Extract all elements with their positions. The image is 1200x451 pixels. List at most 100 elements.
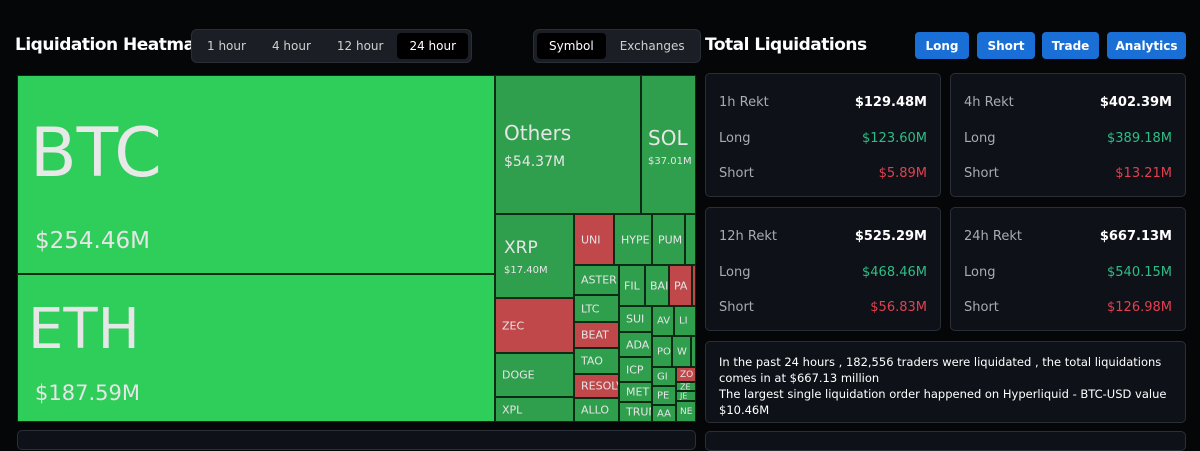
tile-label: ZO bbox=[680, 369, 694, 380]
tile-label: ZEC bbox=[502, 319, 525, 332]
long-button[interactable]: Long bbox=[915, 32, 969, 59]
tile-label: ETH bbox=[28, 297, 140, 362]
tile-label: ALLO bbox=[581, 403, 610, 417]
tile-label: GI bbox=[657, 371, 668, 382]
tile-extra[interactable] bbox=[692, 265, 696, 306]
card-label: 4h Rekt bbox=[964, 95, 1014, 110]
tile-met[interactable]: MET bbox=[619, 382, 652, 402]
tile-label: TAO bbox=[581, 354, 603, 368]
tile-pum[interactable]: PUM bbox=[652, 214, 685, 265]
tile-je[interactable]: JE bbox=[676, 391, 696, 401]
long-value: $540.15M bbox=[1107, 265, 1172, 280]
trade-button[interactable]: Trade bbox=[1042, 32, 1099, 59]
tab-4-hour[interactable]: 4 hour bbox=[271, 39, 311, 53]
long-label: Long bbox=[719, 265, 751, 280]
tile-extra[interactable] bbox=[685, 214, 696, 265]
tile-xpl[interactable]: XPL bbox=[495, 397, 574, 422]
analytics-button[interactable]: Analytics bbox=[1107, 32, 1186, 59]
tile-ze[interactable]: ZE bbox=[676, 382, 696, 391]
tile-label: Others bbox=[504, 121, 572, 145]
tab-symbol[interactable]: Symbol bbox=[537, 33, 606, 59]
short-label: Short bbox=[964, 300, 999, 315]
tile-xrp[interactable]: XRP $17.40M bbox=[495, 214, 574, 298]
tile-ada[interactable]: ADA bbox=[619, 332, 652, 357]
tile-label: LTC bbox=[581, 302, 600, 315]
tile-extra[interactable] bbox=[691, 336, 696, 367]
tab-1-hour[interactable]: 1 hour bbox=[207, 39, 246, 53]
tile-gi[interactable]: GI bbox=[652, 367, 676, 386]
card-total: $525.29M bbox=[854, 229, 927, 244]
tile-label: PE bbox=[657, 390, 670, 401]
tab-24-hour[interactable]: 24 hour bbox=[397, 33, 469, 59]
tile-fil[interactable]: FIL bbox=[619, 265, 645, 306]
short-value: $126.98M bbox=[1107, 300, 1172, 315]
tile-value: $54.37M bbox=[504, 154, 566, 170]
tile-label: UNI bbox=[581, 233, 601, 246]
tile-label: PO bbox=[657, 346, 671, 357]
page-title: Liquidation Heatmap bbox=[15, 35, 207, 55]
tile-sol[interactable]: SOL $37.01M bbox=[641, 75, 696, 214]
tile-hype[interactable]: HYPE bbox=[614, 214, 652, 265]
tile-sui[interactable]: SUI bbox=[619, 306, 652, 332]
card-total: $402.39M bbox=[1099, 95, 1172, 110]
short-value: $13.21M bbox=[1115, 166, 1172, 181]
summary-line-2: The largest single liquidation order hap… bbox=[719, 387, 1167, 417]
long-value: $123.60M bbox=[862, 131, 927, 146]
tile-ltc[interactable]: LTC bbox=[574, 295, 619, 322]
card-24h: 24h Rekt $667.13M Long $540.15M Short $126.… bbox=[950, 207, 1186, 331]
tile-btc[interactable]: BTC $254.46M bbox=[17, 75, 495, 274]
tile-label: DOGE bbox=[502, 368, 535, 382]
tile-label: ADA bbox=[626, 338, 650, 351]
tile-bai[interactable]: BAI bbox=[645, 265, 669, 306]
tile-label: NE bbox=[680, 406, 693, 417]
tile-beat[interactable]: BEAT bbox=[574, 322, 619, 348]
tile-label: TRUM bbox=[626, 405, 651, 419]
tile-uni[interactable]: UNI bbox=[574, 214, 614, 265]
tile-tao[interactable]: TAO bbox=[574, 348, 619, 374]
tab-12-hour[interactable]: 12 hour bbox=[336, 39, 384, 53]
tile-label: ZE bbox=[680, 382, 691, 391]
short-label: Short bbox=[964, 166, 999, 181]
short-value: $56.83M bbox=[870, 300, 927, 315]
tile-aa[interactable]: AA bbox=[652, 405, 676, 422]
tab-exchanges[interactable]: Exchanges bbox=[619, 39, 685, 53]
tile-ne[interactable]: NE bbox=[676, 401, 696, 422]
long-value: $468.46M bbox=[862, 265, 927, 280]
tile-li[interactable]: LI bbox=[674, 306, 696, 336]
tile-label: BEAT bbox=[581, 328, 609, 342]
tile-resolv[interactable]: RESOLV bbox=[574, 374, 619, 398]
long-value: $389.18M bbox=[1107, 131, 1172, 146]
tile-label: BAI bbox=[650, 279, 669, 292]
tile-label: XPL bbox=[502, 403, 523, 416]
tile-doge[interactable]: DOGE bbox=[495, 353, 574, 397]
total-liquidations-title: Total Liquidations bbox=[705, 35, 867, 55]
tile-pa[interactable]: PA bbox=[669, 265, 692, 306]
panel-below bbox=[17, 430, 696, 450]
summary-box: In the past 24 hours , 182,556 traders w… bbox=[705, 341, 1186, 423]
short-button[interactable]: Short bbox=[977, 32, 1035, 59]
card-total: $129.48M bbox=[854, 95, 927, 110]
tile-label: MET bbox=[626, 385, 650, 399]
tile-trum[interactable]: TRUM bbox=[619, 402, 652, 422]
tile-value: $187.59M bbox=[35, 381, 140, 405]
card-1h: 1h Rekt $129.48M Long $123.60M Short $5.89M bbox=[705, 73, 941, 197]
card-label: 1h Rekt bbox=[719, 95, 769, 110]
tile-w[interactable]: W bbox=[672, 336, 691, 367]
tile-value: $254.46M bbox=[35, 228, 150, 254]
tile-others[interactable]: Others $54.37M bbox=[495, 75, 641, 214]
tile-av[interactable]: AV bbox=[652, 306, 674, 336]
tile-label: AV bbox=[657, 315, 671, 327]
tile-pe[interactable]: PE bbox=[652, 386, 676, 405]
tile-zo[interactable]: ZO bbox=[676, 367, 696, 382]
tile-po[interactable]: PO bbox=[652, 336, 672, 367]
short-value: $5.89M bbox=[878, 166, 927, 181]
tile-label: PA bbox=[674, 279, 688, 292]
tile-zec[interactable]: ZEC bbox=[495, 298, 574, 353]
tile-allo[interactable]: ALLO bbox=[574, 398, 619, 422]
long-label: Long bbox=[964, 131, 996, 146]
tile-icp[interactable]: ICP bbox=[619, 357, 652, 382]
long-label: Long bbox=[719, 131, 751, 146]
tile-aster[interactable]: ASTER bbox=[574, 265, 619, 295]
tile-label: JE bbox=[680, 391, 688, 401]
tile-eth[interactable]: ETH $187.59M bbox=[17, 274, 495, 422]
